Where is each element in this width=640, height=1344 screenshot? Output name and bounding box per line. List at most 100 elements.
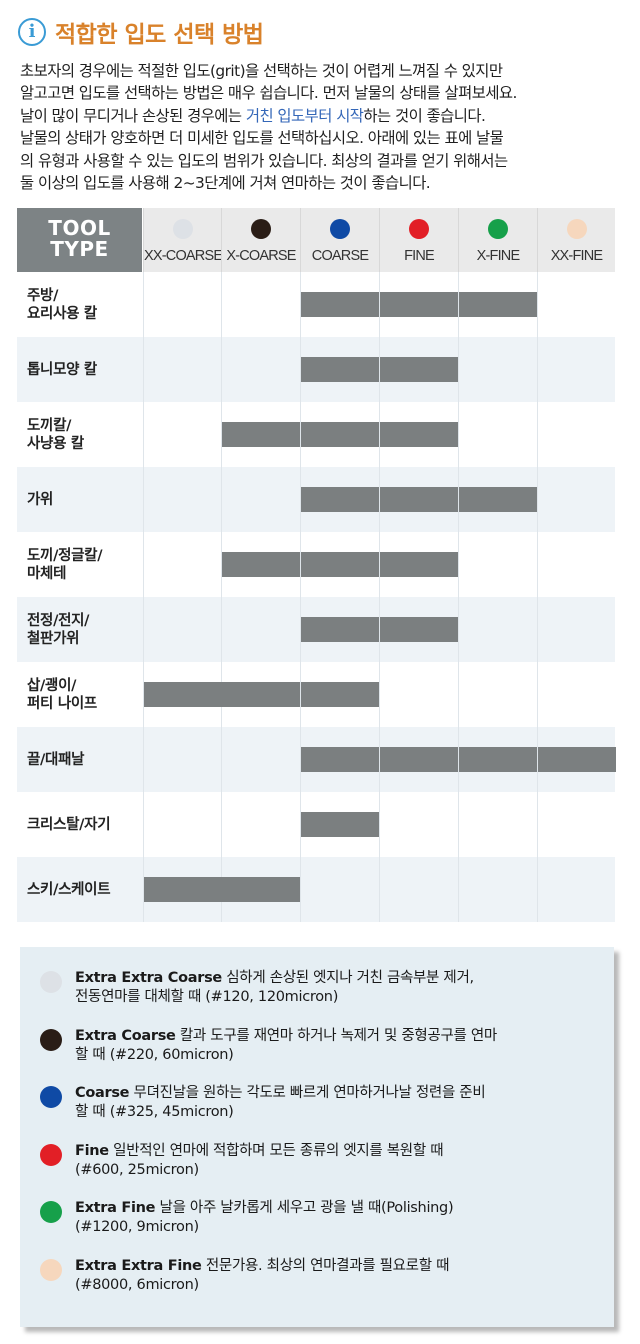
grit-label: FINE [404, 248, 435, 264]
legend-grit-name: Coarse [75, 1085, 130, 1101]
tool-name-line: 도끼/정글칼/ [27, 547, 103, 564]
grit-column-header: XX-FINE [537, 208, 615, 272]
column-divider [458, 727, 459, 792]
column-divider [143, 402, 144, 467]
legend-color-dot [40, 1028, 62, 1051]
column-divider [537, 337, 538, 402]
column-divider [379, 402, 380, 467]
tool-name-line: 가위 [27, 491, 54, 508]
legend-line: (#600, 25micron) [75, 1161, 199, 1178]
grit-color-dot [566, 219, 587, 239]
column-divider [379, 532, 380, 597]
intro-paragraph: 초보자의 경우에는 적절한 입도(grit)을 선택하는 것이 어렵게 느껴질 … [20, 60, 620, 194]
grit-column-header: XX-COARSE [143, 208, 223, 272]
grit-range-bar [301, 292, 379, 317]
column-divider [300, 532, 301, 597]
intro-line: 의 유형과 사용할 수 있는 입도의 범위가 있습니다. 최상의 결과를 얻기 … [20, 151, 508, 170]
tool-name-line: 끌/대패날 [27, 751, 85, 768]
legend-description: 심하게 손상된 엣지나 거친 금속부분 제거, [221, 970, 474, 986]
table-row: 끌/대패날 [17, 727, 616, 792]
grit-range-bar [301, 552, 379, 577]
column-divider [379, 272, 380, 337]
tool-name: 삽/괭이/퍼티 나이프 [27, 662, 145, 727]
grit-range-bar [380, 292, 458, 317]
tool-name-line: 마체테 [27, 565, 67, 582]
column-divider [537, 402, 538, 467]
column-divider [221, 467, 222, 532]
tool-type-line: TOOL [48, 216, 111, 240]
tool-name-line: 요리사용 칼 [27, 305, 97, 322]
table-row: 전정/전지/철판가위 [17, 597, 615, 662]
tool-name-line: 스키/스케이트 [27, 881, 111, 898]
tool-name: 톱니모양 칼 [27, 337, 145, 402]
grit-column-header: COARSE [300, 208, 379, 272]
tool-name: 주방/요리사용 칼 [27, 272, 145, 337]
grit-range-bar [301, 422, 379, 447]
tool-name-line: 크리스탈/자기 [27, 816, 111, 833]
grit-range-bar [380, 422, 458, 447]
grit-color-dot [330, 219, 350, 239]
tool-name: 전정/전지/철판가위 [27, 597, 145, 662]
column-divider [143, 662, 144, 727]
table-row: 도끼칼/사냥용 칼 [17, 402, 615, 467]
tool-name: 크리스탈/자기 [27, 792, 145, 857]
legend-line: Coarse 무뎌진날을 원하는 각도로 빠르게 연마하거나날 정련을 준비 [75, 1084, 600, 1103]
grit-range-bar [380, 747, 458, 772]
grit-range-bar [380, 357, 458, 382]
legend-color-dot [40, 1258, 62, 1281]
grit-range-bar [222, 877, 300, 902]
column-divider [221, 792, 222, 857]
table-row: 도끼/정글칼/마체테 [17, 532, 615, 597]
tool-name-line: 철판가위 [27, 630, 80, 647]
table-row: 삽/괭이/퍼티 나이프 [17, 662, 615, 727]
column-divider [300, 792, 301, 857]
legend-line: Extra Extra Coarse 심하게 손상된 엣지나 거친 금속부분 제… [75, 969, 600, 988]
tool-name: 스키/스케이트 [27, 857, 145, 922]
grit-range-bar [301, 617, 379, 642]
column-divider [379, 597, 380, 662]
grit-label: XX-FINE [550, 248, 603, 264]
legend-text: Extra Extra Coarse 심하게 손상된 엣지나 거친 금속부분 제… [75, 969, 600, 1007]
column-divider [300, 662, 301, 727]
column-divider [537, 532, 538, 597]
column-divider [300, 467, 301, 532]
legend-color-dot [40, 971, 62, 993]
grit-label: X-FINE [476, 248, 521, 264]
page-header: i 적합한 입도 선택 방법 [18, 14, 264, 50]
legend-description: 칼과 도구를 재연마 하거나 녹제거 및 중형공구를 연마 [175, 1027, 497, 1044]
column-divider [537, 727, 538, 792]
legend-description: 일반적인 연마에 적합하며 모든 종류의 엣지를 복원할 때 [108, 1142, 444, 1159]
column-divider [379, 467, 380, 532]
table-row: 스키/스케이트 [17, 857, 615, 922]
tool-name: 끌/대패날 [27, 727, 145, 792]
legend-color-dot [40, 1086, 62, 1108]
info-icon: i [18, 18, 46, 46]
table-row: 가위 [17, 467, 615, 532]
grit-color-dot [251, 219, 271, 239]
column-divider [458, 337, 459, 402]
grit-range-bar [222, 422, 300, 447]
grit-color-dot [173, 219, 193, 239]
column-divider [143, 727, 144, 792]
tool-name-line: 전정/전지/ [27, 612, 90, 629]
column-divider [537, 792, 538, 857]
column-divider [537, 467, 538, 532]
column-divider [143, 597, 144, 662]
tool-type-header: TOOL TYPE [17, 208, 142, 272]
legend-line: (#1200, 9micron) [75, 1219, 199, 1235]
grit-column-header: FINE [379, 208, 458, 272]
tool-name-line: 도끼칼/ [27, 417, 72, 434]
grit-label: COARSE [311, 248, 369, 264]
column-divider [458, 662, 459, 727]
legend-line: 할 때 (#220, 60micron) [75, 1046, 234, 1063]
legend-color-dot [40, 1143, 62, 1166]
grit-range-bar [301, 812, 379, 837]
tool-name-line: 퍼티 나이프 [27, 695, 97, 712]
grit-range-bar [222, 552, 300, 577]
tool-name: 가위 [27, 467, 145, 532]
column-divider [458, 272, 459, 337]
intro-line: 초보자의 경우에는 적절한 입도(grit)을 선택하는 것이 어렵게 느껴질 … [20, 62, 503, 80]
grit-color-dot [488, 219, 508, 239]
column-divider [221, 272, 222, 337]
intro-line: 날물의 상태가 양호하면 더 미세한 입도를 선택하십시오. 아래에 있는 표에… [20, 129, 504, 148]
